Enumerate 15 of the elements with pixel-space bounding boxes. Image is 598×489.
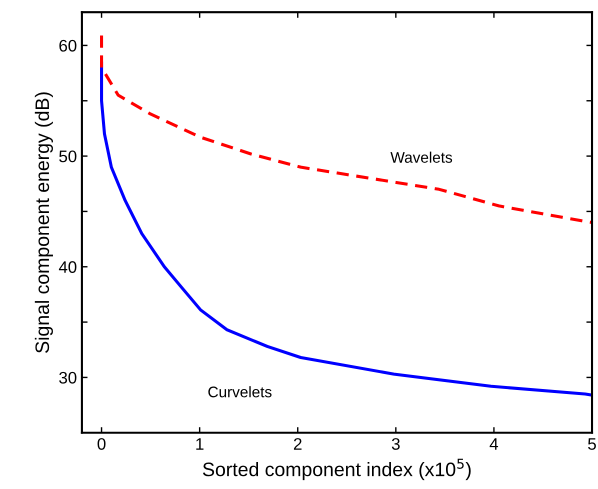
x-tick-label: 1 bbox=[196, 438, 204, 450]
series-label: Wavelets bbox=[390, 152, 452, 163]
x-tick-label: 3 bbox=[392, 438, 400, 450]
y-axis-title: Signal component energy (dB) bbox=[34, 92, 53, 353]
x-tick-label: 0 bbox=[98, 438, 106, 450]
line-series bbox=[100, 34, 592, 224]
x-tick-label: 4 bbox=[490, 438, 498, 450]
x-tick-label: 2 bbox=[294, 438, 302, 450]
y-tick-label: 60 bbox=[59, 40, 76, 52]
x-tick-label: 5 bbox=[588, 438, 596, 450]
y-tick-label: 30 bbox=[59, 372, 76, 384]
y-tick-label: 50 bbox=[59, 150, 76, 162]
text: Curvelets bbox=[208, 386, 272, 398]
y-tick-label: 40 bbox=[58, 261, 76, 273]
x-axis-title: Sorted component index (x10$^{5}$) bbox=[202, 458, 471, 480]
